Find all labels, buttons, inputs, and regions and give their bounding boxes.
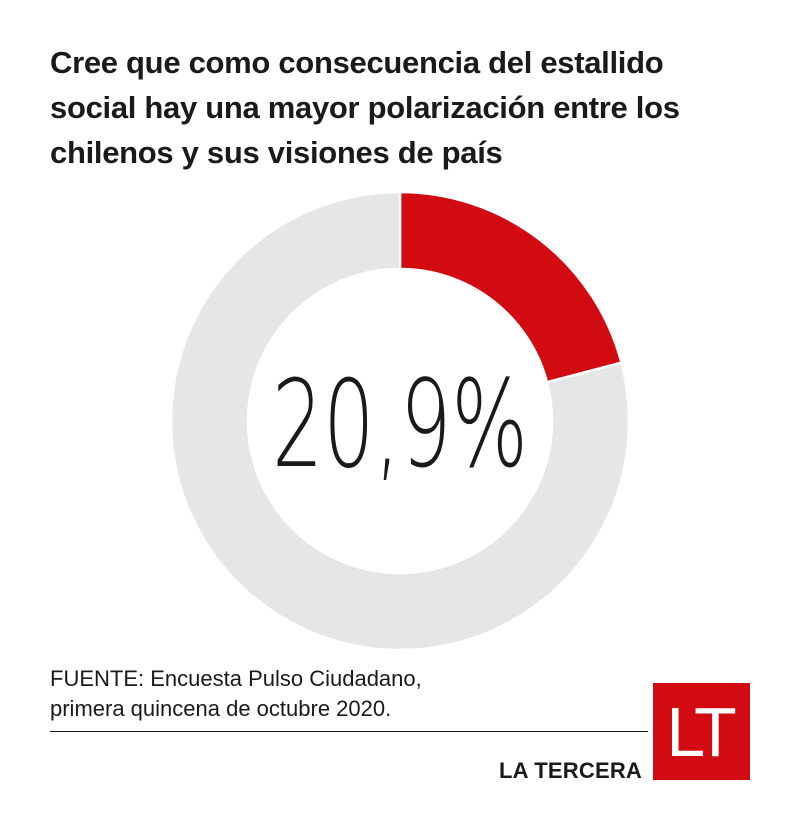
la-tercera-logo: LT [653,683,750,780]
donut-slice-1 [398,191,623,384]
source-line-2: primera quincena de octubre 2020. [50,696,392,721]
center-value-label: 20,9% [272,356,528,495]
chart-title-line-2: social hay una mayor polarización entre … [50,90,680,125]
chart-title: Cree que como consecuencia del estallido… [50,40,750,175]
chart-title-line-3: chilenos y sus visiones de país [50,135,503,170]
donut-slices [170,191,630,651]
donut-chart: 20,9% [170,191,630,651]
donut-slice-2 [170,191,630,651]
chart-title-line-1: Cree que como consecuencia del estallido [50,45,664,80]
source-note: FUENTE: Encuesta Pulso Ciudadano, primer… [50,664,610,724]
source-line-1: FUENTE: Encuesta Pulso Ciudadano, [50,666,422,691]
divider-line [50,731,648,732]
donut-chart-svg: 20,9% [170,191,630,651]
logo-text: LT [666,692,737,771]
brand-name: LA TERCERA [499,758,642,783]
